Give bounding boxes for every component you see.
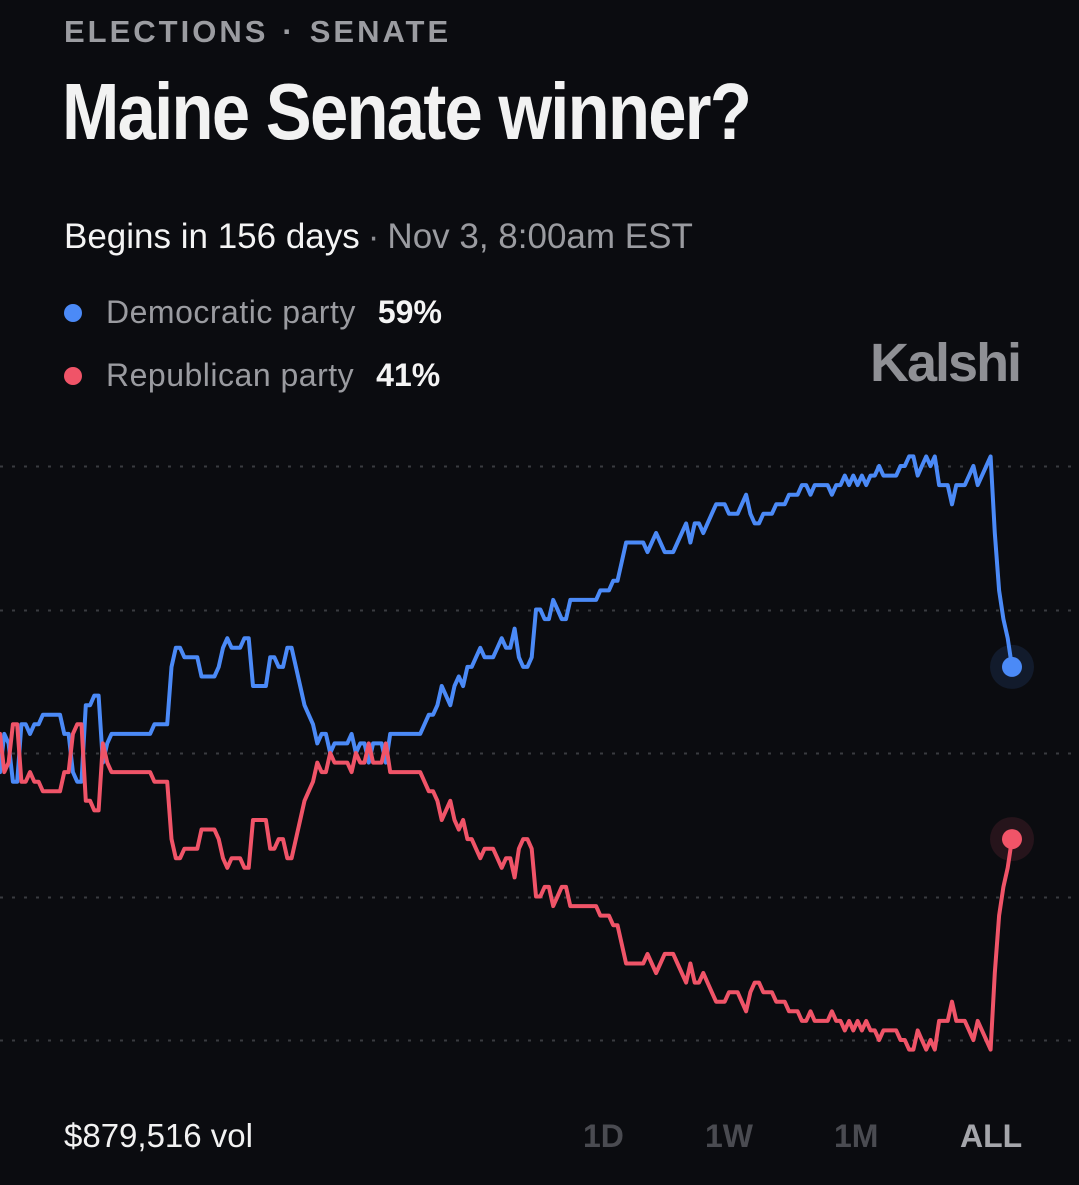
range-tab-all[interactable]: ALL bbox=[960, 1118, 1023, 1154]
page-title: Maine Senate winner? bbox=[62, 67, 752, 156]
chart-series bbox=[0, 454, 1014, 1052]
legend-dot-democratic bbox=[64, 303, 82, 322]
end-marker-republican[interactable] bbox=[1002, 829, 1022, 850]
legend-label: Republican party bbox=[106, 357, 355, 393]
time-range-tabs: 1D 1W 1M ALL bbox=[0, 1118, 1079, 1158]
range-tab-1w[interactable]: 1W bbox=[705, 1118, 753, 1154]
chart-gridlines bbox=[0, 465, 1079, 1042]
event-date: Nov 3, 8:00am EST bbox=[387, 217, 693, 256]
legend-dot-republican bbox=[64, 366, 82, 385]
series-line-republican bbox=[0, 722, 1014, 1052]
series-line-democratic bbox=[0, 454, 1014, 784]
breadcrumb-separator: · bbox=[282, 14, 296, 49]
breadcrumb: ELECTIONS · SENATE bbox=[64, 14, 451, 50]
legend-item-republican[interactable]: Republican party 41% bbox=[64, 357, 440, 394]
legend-value: 41% bbox=[376, 357, 441, 393]
chart-end-markers bbox=[990, 644, 1034, 862]
begins-countdown: Begins in 156 days bbox=[64, 217, 360, 256]
end-marker-democratic[interactable] bbox=[1002, 656, 1022, 677]
range-tab-1d[interactable]: 1D bbox=[583, 1118, 624, 1154]
legend-item-democratic[interactable]: Democratic party 59% bbox=[64, 294, 442, 331]
trade-volume: $879,516 vol bbox=[64, 1117, 253, 1154]
breadcrumb-subcategory[interactable]: SENATE bbox=[309, 14, 452, 49]
breadcrumb-category[interactable]: ELECTIONS bbox=[64, 14, 269, 49]
legend-label: Democratic party bbox=[106, 294, 356, 330]
kalshi-logo: Kalshi bbox=[870, 333, 1022, 393]
schedule-separator: · bbox=[367, 217, 380, 256]
market-schedule: Begins in 156 days · Nov 3, 8:00am EST bbox=[64, 217, 693, 257]
range-tab-1m[interactable]: 1M bbox=[834, 1118, 879, 1154]
legend-value: 59% bbox=[377, 294, 442, 330]
